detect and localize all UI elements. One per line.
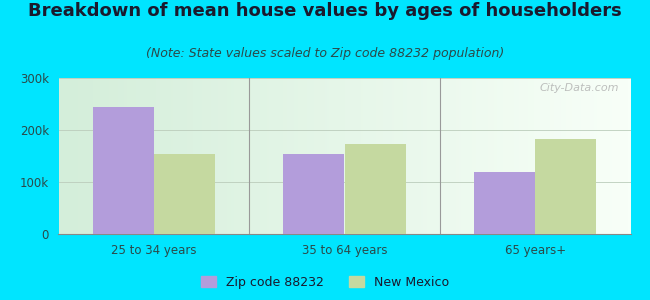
Bar xyxy=(344,144,406,234)
Text: (Note: State values scaled to Zip code 88232 population): (Note: State values scaled to Zip code 8… xyxy=(146,46,504,59)
Bar xyxy=(154,154,215,234)
Bar xyxy=(535,139,596,234)
Legend: Zip code 88232, New Mexico: Zip code 88232, New Mexico xyxy=(196,271,454,294)
Bar xyxy=(474,172,535,234)
Bar xyxy=(283,154,344,234)
Text: Breakdown of mean house values by ages of householders: Breakdown of mean house values by ages o… xyxy=(28,2,622,20)
Text: City-Data.com: City-Data.com xyxy=(540,83,619,93)
Bar xyxy=(93,106,154,234)
